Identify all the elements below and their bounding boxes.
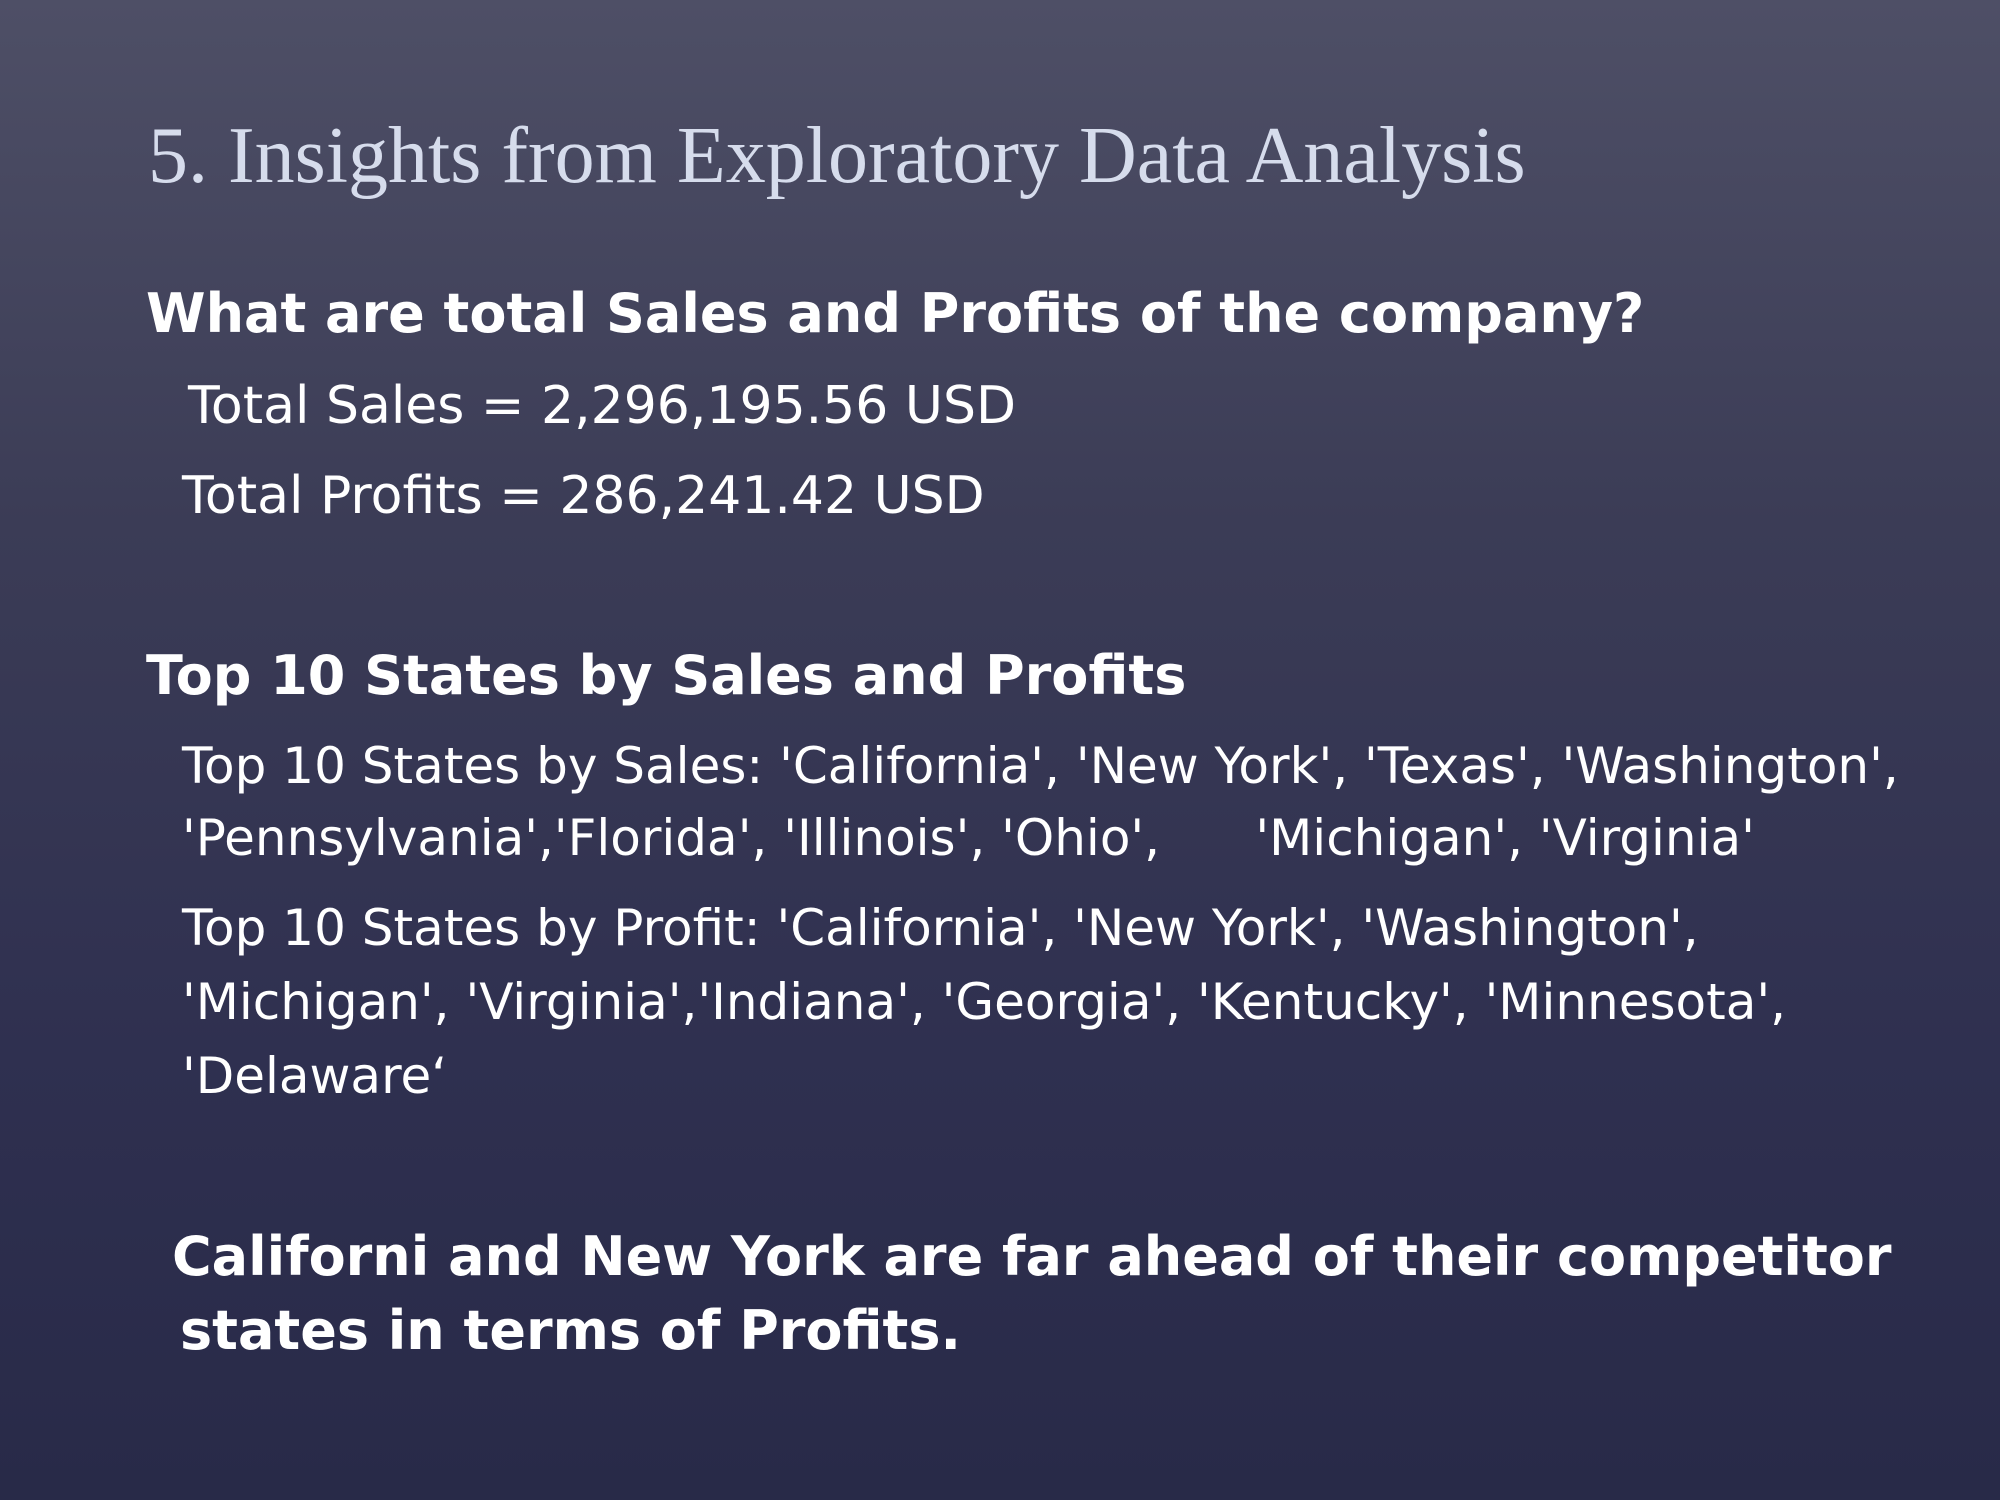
top-states-heading: Top 10 States by Sales and Profits bbox=[146, 644, 1187, 707]
top-profit-line-3: 'Delaware‘ bbox=[182, 1047, 448, 1105]
total-sales-line: Total Sales = 2,296,195.56 USD bbox=[188, 376, 1016, 436]
total-profits-line: Total Profits = 286,241.42 USD bbox=[182, 466, 985, 526]
conclusion-line-1: Californi and New York are far ahead of … bbox=[172, 1225, 1892, 1288]
top-sales-line-2: 'Pennsylvania','Florida', 'Illinois', 'O… bbox=[182, 809, 1755, 867]
top-sales-line-1: Top 10 States by Sales: 'California', 'N… bbox=[182, 737, 1899, 795]
totals-question: What are total Sales and Profits of the … bbox=[146, 282, 1645, 345]
top-profit-line-1: Top 10 States by Profit: 'California', '… bbox=[182, 899, 1699, 957]
conclusion-line-2: states in terms of Profits. bbox=[180, 1299, 961, 1362]
top-profit-line-2: 'Michigan', 'Virginia','Indiana', 'Georg… bbox=[182, 973, 1787, 1031]
slide-title: 5. Insights from Exploratory Data Analys… bbox=[148, 112, 1526, 200]
